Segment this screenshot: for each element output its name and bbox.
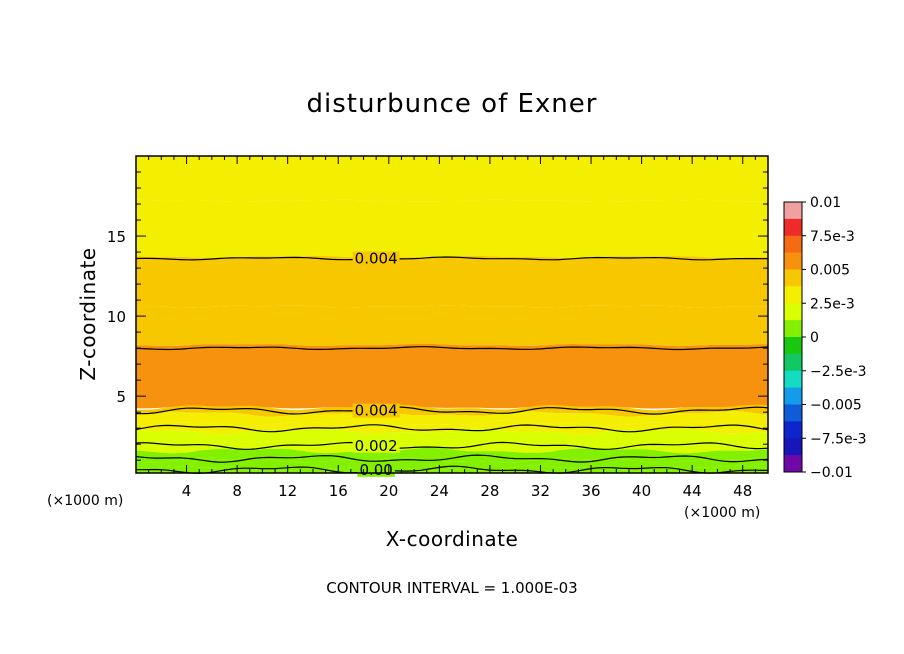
contour-line [135,441,769,450]
x-axis-unit-left: (×1000 m) [47,493,123,509]
x-axis-title: X-coordinate [386,527,519,551]
contour-band [136,199,768,258]
contour-label: 0.004 [355,402,398,420]
colorbar-cell [784,353,802,372]
colorbar-tick-labels: 0.01 7.5e-3 0.005 2.5e-3 0 −2.5e-3 −0.005 −7.5e… [802,195,867,481]
colorbar: 0.01 7.5e-3 0.005 2.5e-3 0 −2.5e-3 −0.005 −7.5e… [783,195,867,481]
colorbar-cell [784,235,802,254]
colorbar-tick-label: 0.01 [810,195,841,211]
contour-line [136,465,768,474]
x-tick-label: 44 [683,482,702,500]
colorbar-cell [784,252,802,270]
colorbar-cell [784,303,802,321]
x-tick-label: 4 [182,482,192,500]
contour-label-background [352,438,400,453]
y-tick-label: 5 [116,388,126,406]
x-tick-labels: 4 8 12 16 20 24 28 32 36 40 44 48 [182,482,752,500]
colorbar-cell [784,387,802,405]
contour-band [136,343,768,409]
contour-line [135,454,769,463]
contour-label-background [352,251,400,266]
contour-lines [135,256,769,474]
chart-title: disturbunce of Exner [307,89,598,119]
contour-band [136,255,768,308]
contour-interval-note: CONTOUR INTERVAL = 1.000E-03 [326,579,577,597]
contour-label: 0.002 [355,437,398,455]
colorbar-cell [784,202,802,220]
x-tick-label: 32 [531,482,550,500]
contour-band [136,447,768,463]
colorbar-tick-label: 0.005 [810,263,850,279]
contour-line [135,346,769,351]
contour-line [135,424,769,433]
colorbar-cell [784,286,802,304]
contour-band [136,411,768,427]
x-tick-label: 40 [632,482,651,500]
x-tick-label: 8 [232,482,242,500]
colorbar-tick-label: 0 [810,330,819,346]
contour-band [136,420,768,435]
contour-line [135,406,769,415]
colorbar-tick-label: −0.005 [810,398,862,414]
y-tick-label: 10 [107,308,126,326]
contour-band [136,305,768,347]
colorbar-tick-label: −0.01 [810,465,853,481]
y-tick-labels: 5 10 15 [107,228,126,406]
contour-label-background [352,403,400,418]
colorbar-tick-label: 7.5e-3 [810,229,855,245]
x-axis-unit-right: (×1000 m) [684,505,760,521]
y-tick-label: 15 [107,228,126,246]
x-tick-label: 12 [278,482,297,500]
colorbar-cell [784,421,802,439]
colorbar-cell [784,269,802,287]
x-tick-label: 36 [581,482,600,500]
colorbar-cell [784,337,802,355]
x-tick-label: 24 [430,482,449,500]
colorbar-tick-label: −2.5e-3 [810,364,867,380]
contour-band [136,439,768,454]
colorbar-tick-label: 2.5e-3 [810,296,855,312]
contour-label: 0.004 [355,249,398,267]
axis-ticks [136,156,768,473]
colorbar-cell [784,455,802,473]
colorbar-cells [784,202,802,473]
colorbar-tick-label: −7.5e-3 [810,431,867,447]
colorbar-cell [784,438,802,456]
x-tick-label: 48 [733,482,752,500]
colorbar-cell [784,404,802,422]
contour-line [135,256,769,261]
contour-band [136,428,768,446]
colorbar-cell [784,370,802,389]
x-tick-label: 20 [379,482,398,500]
colorbar-cell [784,218,802,237]
contour-fill-bands [136,156,768,473]
contour-band [136,156,768,202]
y-axis-title: Z-coordinate [76,247,100,380]
x-tick-label: 16 [329,482,348,500]
colorbar-cell [784,320,802,338]
x-tick-label: 28 [480,482,499,500]
